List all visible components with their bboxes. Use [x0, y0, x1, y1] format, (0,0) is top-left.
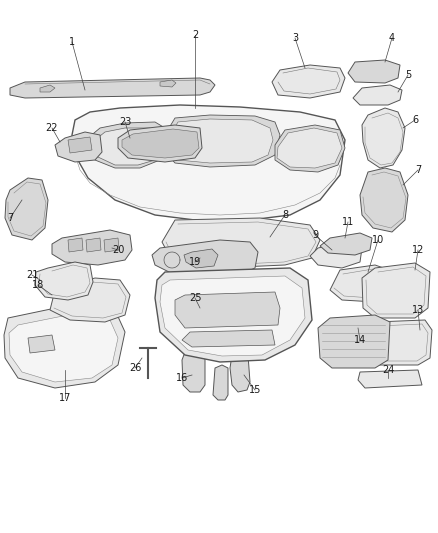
Polygon shape — [362, 108, 405, 168]
Polygon shape — [353, 85, 402, 105]
Polygon shape — [68, 137, 92, 153]
Text: 8: 8 — [282, 210, 288, 220]
Polygon shape — [10, 78, 215, 98]
Polygon shape — [86, 238, 101, 252]
Text: 25: 25 — [189, 293, 201, 303]
Text: 12: 12 — [412, 245, 424, 255]
Polygon shape — [40, 85, 55, 92]
Polygon shape — [152, 240, 258, 278]
Text: 23: 23 — [119, 117, 131, 127]
Polygon shape — [360, 168, 408, 232]
Polygon shape — [118, 125, 202, 162]
Text: 14: 14 — [354, 335, 366, 345]
Text: 4: 4 — [389, 33, 395, 43]
Polygon shape — [4, 305, 125, 388]
Text: 15: 15 — [249, 385, 261, 395]
Polygon shape — [104, 238, 119, 252]
Polygon shape — [160, 276, 305, 356]
Text: 18: 18 — [32, 280, 44, 290]
Polygon shape — [52, 230, 132, 265]
Polygon shape — [35, 262, 93, 300]
Polygon shape — [348, 60, 400, 83]
Polygon shape — [230, 352, 250, 392]
Polygon shape — [122, 129, 199, 158]
Polygon shape — [182, 348, 205, 392]
Polygon shape — [277, 128, 342, 168]
Polygon shape — [85, 122, 168, 168]
Text: 7: 7 — [415, 165, 421, 175]
Polygon shape — [5, 178, 48, 240]
Polygon shape — [330, 265, 395, 302]
Polygon shape — [155, 268, 312, 362]
Polygon shape — [9, 315, 118, 382]
Text: 10: 10 — [372, 235, 384, 245]
Text: 17: 17 — [59, 393, 71, 403]
Polygon shape — [320, 233, 372, 255]
Polygon shape — [163, 115, 280, 167]
Polygon shape — [90, 128, 162, 165]
Polygon shape — [358, 370, 422, 388]
Text: 19: 19 — [189, 257, 201, 267]
Text: 7: 7 — [7, 213, 13, 223]
Polygon shape — [275, 125, 345, 172]
Text: 6: 6 — [412, 115, 418, 125]
Polygon shape — [28, 335, 55, 353]
Polygon shape — [55, 132, 102, 162]
Polygon shape — [72, 105, 345, 220]
Text: 20: 20 — [112, 245, 124, 255]
Polygon shape — [182, 330, 275, 347]
Text: 11: 11 — [342, 217, 354, 227]
Text: 2: 2 — [192, 30, 198, 40]
Polygon shape — [318, 315, 390, 368]
Text: 3: 3 — [292, 33, 298, 43]
Text: 21: 21 — [26, 270, 38, 280]
Polygon shape — [310, 242, 362, 268]
Polygon shape — [162, 218, 320, 267]
Text: 24: 24 — [382, 365, 394, 375]
Text: 1: 1 — [69, 37, 75, 47]
Text: 16: 16 — [176, 373, 188, 383]
Text: 22: 22 — [46, 123, 58, 133]
Polygon shape — [50, 278, 130, 322]
Polygon shape — [160, 80, 176, 87]
Polygon shape — [213, 365, 228, 400]
Polygon shape — [272, 65, 345, 98]
Polygon shape — [362, 263, 430, 318]
Polygon shape — [68, 238, 83, 252]
Text: 5: 5 — [405, 70, 411, 80]
Polygon shape — [175, 292, 280, 328]
Text: 13: 13 — [412, 305, 424, 315]
Polygon shape — [167, 119, 273, 163]
Text: 26: 26 — [129, 363, 141, 373]
Polygon shape — [184, 249, 218, 268]
Text: 9: 9 — [312, 230, 318, 240]
Polygon shape — [363, 320, 432, 365]
